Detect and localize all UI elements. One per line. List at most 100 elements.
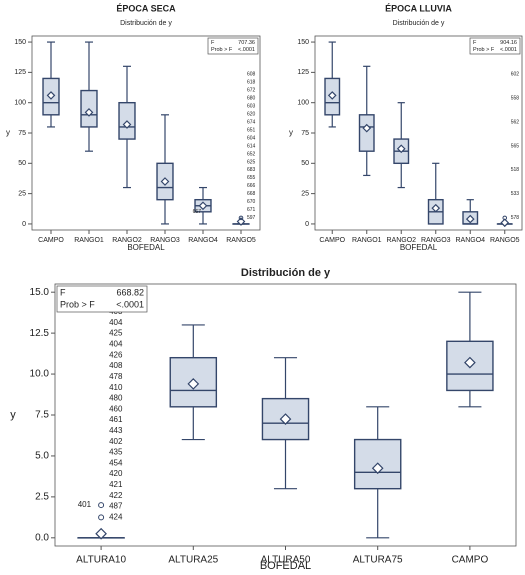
x-tick-label: RANGO2 xyxy=(386,237,416,244)
x-tick-label: CAMPO xyxy=(38,237,64,244)
outlier-label: 604 xyxy=(247,135,256,141)
plot-frame xyxy=(314,35,523,231)
y-tick-label: 5.0 xyxy=(35,451,49,462)
mean-marker xyxy=(187,378,200,390)
mean-marker xyxy=(396,144,406,154)
outlier-label: 461 xyxy=(109,415,123,424)
outlier-label: 670 xyxy=(247,199,256,205)
outlier-label: 602 xyxy=(511,71,520,77)
outlier-label: 410 xyxy=(109,383,123,392)
outlier-label: 651 xyxy=(247,127,256,133)
x-tick-label: RANGO3 xyxy=(150,237,180,244)
outlier-label: 404 xyxy=(109,318,123,327)
mean-marker xyxy=(362,123,372,133)
outlier-label: 620 xyxy=(247,111,256,117)
y-tick-label: 50 xyxy=(301,160,309,167)
outlier-label: 408 xyxy=(109,361,123,370)
stats-label: F xyxy=(473,40,477,46)
y-axis-label: y xyxy=(6,128,10,137)
x-tick-label: RANGO1 xyxy=(74,237,104,244)
outlier-label: 668 xyxy=(247,191,256,197)
outlier-label: 655 xyxy=(247,175,256,181)
outlier-label: 652 xyxy=(247,151,256,157)
outlier-label: 672 xyxy=(247,87,256,93)
stats-value: <.0001 xyxy=(116,299,144,309)
x-axis-label: BOFEDAL xyxy=(127,243,165,252)
y-tick-label: 0 xyxy=(305,221,309,228)
outlier-label: 562 xyxy=(511,119,520,125)
stats-label: Prob > F xyxy=(211,47,233,53)
outlier-label: 401 xyxy=(78,500,92,509)
y-tick-label: 10.0 xyxy=(30,369,50,380)
outlier-label: 518 xyxy=(511,167,520,173)
outlier-label: 478 xyxy=(109,372,123,381)
outlier-label: 402 xyxy=(109,437,123,446)
x-tick-label: RANGO4 xyxy=(455,237,485,244)
mean-marker xyxy=(95,527,107,540)
x-tick-label: RANGO4 xyxy=(188,237,218,244)
outlier-label: 565 xyxy=(511,143,520,149)
x-tick-label: RANGO5 xyxy=(490,237,520,244)
outlier-label: 421 xyxy=(109,480,123,489)
outlier-label: 454 xyxy=(109,458,123,467)
outlier-label: 597 xyxy=(247,215,256,221)
outlier-label: 674 xyxy=(247,119,256,125)
outlier-label: 480 xyxy=(109,394,123,403)
x-axis-label: BOFEDAL xyxy=(400,243,438,252)
outlier-label: 578 xyxy=(511,215,520,221)
y-tick-label: 75 xyxy=(18,130,26,137)
plot-frame xyxy=(31,35,261,231)
y-tick-label: 25 xyxy=(301,190,309,197)
outlier-label: 435 xyxy=(109,448,123,457)
y-tick-label: 15.0 xyxy=(30,287,50,298)
outlier-label: 666 xyxy=(247,183,256,189)
outlier-label: 422 xyxy=(109,491,123,500)
mean-marker xyxy=(500,218,510,228)
outlier-label: 558 xyxy=(511,95,520,101)
outlier-label: 683 xyxy=(247,167,256,173)
mean-marker xyxy=(327,91,337,100)
outlier-label: 608 xyxy=(247,71,256,77)
chart-title: ÉPOCA LLUVIA xyxy=(385,3,452,13)
box xyxy=(358,114,375,152)
stats-box xyxy=(207,37,259,55)
outlier-label: 420 xyxy=(109,469,123,478)
outlier xyxy=(238,215,244,221)
outlier xyxy=(98,502,105,509)
outlier-label: 404 xyxy=(109,340,123,349)
mean-marker xyxy=(464,356,476,369)
outlier-label: 680 xyxy=(247,95,256,101)
mean-marker xyxy=(84,108,94,117)
stats-value: <.0001 xyxy=(500,47,517,53)
chart-title: Distribución de y xyxy=(241,267,331,279)
x-tick-label: RANGO2 xyxy=(112,237,142,244)
stats-value: <.0001 xyxy=(238,47,255,53)
mean-marker xyxy=(46,91,56,100)
outlier-label: 667 xyxy=(193,209,202,215)
chart-subtitle: Distribución de y xyxy=(393,20,445,27)
outlier-label: 424 xyxy=(109,512,123,521)
stats-value: 668.82 xyxy=(116,287,144,297)
mean-marker xyxy=(198,201,208,211)
outlier-label: 614 xyxy=(247,143,256,149)
x-tick-label: RANGO5 xyxy=(226,237,256,244)
stats-box xyxy=(469,37,521,55)
outlier-label: 533 xyxy=(511,191,520,197)
y-tick-label: 7.5 xyxy=(35,410,49,421)
y-axis-label: y xyxy=(10,409,16,421)
outlier-label: 618 xyxy=(247,79,256,85)
y-tick-label: 125 xyxy=(14,69,26,76)
outlier-label: 603 xyxy=(247,103,256,109)
chart-subtitle: Distribución de y xyxy=(120,20,172,27)
x-tick-label: ALTURA25 xyxy=(168,555,218,566)
stats-value: 707.36 xyxy=(238,40,255,46)
mean-marker xyxy=(160,177,170,186)
x-tick-label: ALTURA75 xyxy=(353,555,403,566)
y-axis-label: y xyxy=(289,128,293,137)
stats-label: Prob > F xyxy=(60,299,95,309)
y-tick-label: 100 xyxy=(14,100,26,107)
y-tick-label: 0.0 xyxy=(35,532,49,543)
mean-marker xyxy=(371,462,384,475)
mean-marker xyxy=(279,413,292,425)
stats-box xyxy=(56,285,148,313)
